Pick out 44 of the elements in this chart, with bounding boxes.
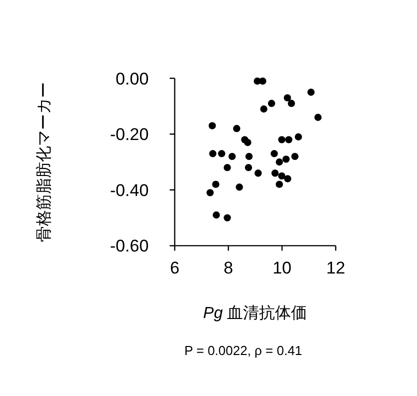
x-axis-title: Pg 血清抗体価 [203, 304, 308, 322]
point [276, 180, 283, 188]
point [236, 184, 243, 191]
point [271, 170, 279, 177]
point [307, 88, 315, 96]
point [284, 175, 292, 182]
point [208, 122, 216, 130]
point [259, 77, 266, 85]
x-tick-label: 12 [326, 258, 346, 278]
point [244, 138, 252, 146]
point [278, 172, 286, 180]
x-tick-label: 6 [170, 258, 180, 278]
x-tick-label: 10 [272, 258, 292, 278]
point [209, 150, 216, 158]
point [224, 164, 231, 172]
point [294, 133, 302, 140]
y-axis-title: 骨格筋脂肪化マーカー [35, 82, 53, 242]
y-tick-label: -0.40 [110, 180, 149, 200]
point [244, 164, 252, 172]
y-tick-label: 0.00 [116, 69, 149, 88]
point [233, 124, 240, 132]
point [278, 136, 286, 144]
point [260, 105, 268, 113]
point [284, 94, 291, 102]
text: P = 0.0022, ρ = 0.41 [184, 343, 302, 358]
point [268, 100, 276, 108]
point [212, 211, 220, 219]
point [212, 180, 220, 188]
x-tick-label: 8 [224, 258, 234, 278]
point [270, 150, 278, 158]
point [224, 214, 231, 222]
point [282, 156, 290, 163]
point [228, 152, 236, 160]
point [218, 150, 226, 158]
point [288, 100, 296, 108]
point [245, 152, 253, 160]
point [314, 114, 322, 121]
y-tick-label: -0.60 [110, 236, 149, 256]
point [291, 152, 299, 160]
y-tick-label: -0.20 [110, 125, 149, 144]
point [285, 136, 292, 144]
point [206, 189, 214, 196]
point [254, 170, 262, 177]
point [276, 158, 283, 166]
